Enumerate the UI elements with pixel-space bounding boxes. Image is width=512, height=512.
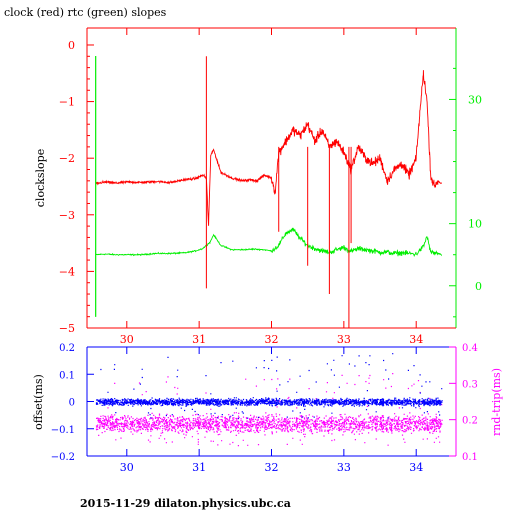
- left-tick-label: −1: [59, 96, 75, 109]
- left-tick-label: −3: [59, 209, 75, 222]
- right-tick-label: 0: [475, 280, 482, 293]
- chart-title: clock (red) rtc (green) slopes: [4, 6, 167, 19]
- left-tick-label: −5: [59, 322, 75, 335]
- series-line-clock: [95, 70, 442, 226]
- offset-tick-label: 0.2: [59, 343, 75, 354]
- offset-tick-label: −0.2: [51, 452, 75, 463]
- offset-roundtrip-panel: 0.2 0.1 0 −0.1 −0.2 0.4 0.3 0.2 0.1 30 31 32 33 34 off…: [32, 343, 503, 474]
- offset-axis-label: offset(ms): [32, 374, 45, 430]
- offset-tick-label: 0.1: [59, 370, 75, 381]
- bottom-x-tick-label: 34: [409, 461, 423, 474]
- right-tick-label: 30: [468, 93, 482, 106]
- clock-rtc-slope-panel: 0 −1 −2 −3 −4 −5 0 10 30 30 31 32 33 34 clockslope: [34, 27, 482, 346]
- bottom-x-tick-label: 32: [265, 461, 279, 474]
- scatter-points-rnd-trip: [95, 373, 443, 447]
- bottom-x-tick-label: 31: [192, 461, 206, 474]
- bottom-x-tick-label: 33: [337, 461, 351, 474]
- bottom-x-tick-label: 30: [120, 461, 134, 474]
- offset-tick-label: −0.1: [51, 425, 75, 436]
- x-tick-label: 32: [265, 333, 279, 346]
- x-tick-label: 30: [120, 333, 134, 346]
- left-tick-label: −2: [59, 152, 75, 165]
- footer-label: 2015-11-29 dilaton.physics.ubc.ca: [80, 497, 291, 510]
- rnd-trip-tick-label: 0.4: [462, 343, 478, 354]
- x-tick-label: 34: [409, 333, 423, 346]
- rnd-trip-tick-label: 0.1: [462, 452, 478, 463]
- rnd-trip-tick-label: 0.3: [462, 379, 478, 390]
- offset-tick-label: 0: [69, 398, 75, 409]
- x-tick-label: 33: [337, 333, 351, 346]
- series-line-rtc: [95, 227, 442, 257]
- right-tick-label: 10: [468, 218, 482, 231]
- y-axis-label: clockslope: [34, 149, 47, 207]
- x-tick-label: 31: [192, 333, 206, 346]
- left-tick-label: 0: [68, 39, 75, 52]
- rnd-trip-axis-label: rnd-trip(ms): [490, 368, 503, 436]
- scatter-points-offset: [95, 353, 443, 419]
- left-tick-label: −4: [59, 265, 75, 278]
- rnd-trip-tick-label: 0.2: [462, 416, 478, 427]
